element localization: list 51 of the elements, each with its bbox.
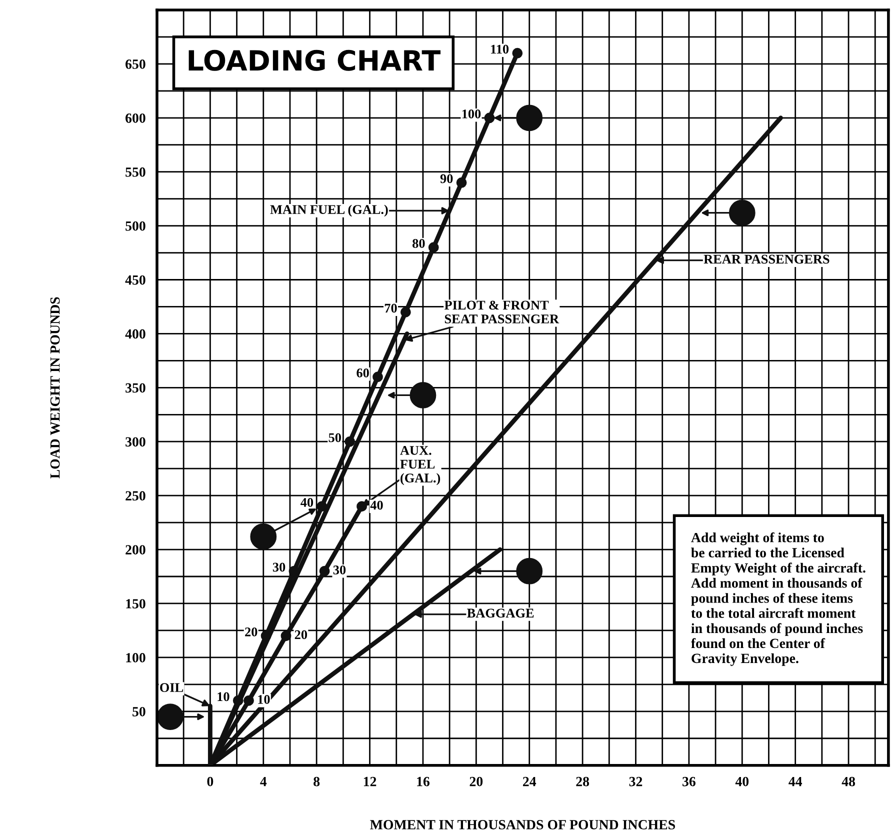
annotation: 80 — [412, 239, 425, 248]
x-tick-label: 48 — [842, 776, 856, 786]
x-tick-label: 44 — [788, 776, 802, 786]
annotation: 70 — [384, 304, 397, 313]
annotation: PILOT & FRONT SEAT PASSENGER — [444, 300, 560, 324]
y-tick-label: 550 — [126, 167, 146, 177]
annotation: BAGGAGE — [467, 608, 534, 618]
annotation: 20 — [294, 630, 308, 640]
annotation: 10 — [218, 692, 230, 702]
x-tick-label: 16 — [417, 776, 430, 786]
annotation: 40 — [300, 498, 314, 507]
x-tick-label: 40 — [735, 776, 749, 786]
annotation: 110 — [491, 44, 509, 54]
annotation: 10 — [258, 695, 270, 704]
y-tick-label: 500 — [126, 221, 146, 231]
x-axis-title: MOMENT IN THOUSANDS OF POUND INCHES — [370, 820, 675, 830]
x-tick-label: 8 — [314, 776, 320, 786]
annotation: MAIN FUEL (GAL.) — [270, 204, 388, 217]
y-tick-label: 200 — [126, 545, 146, 554]
y-tick-label: 400 — [125, 329, 146, 339]
annotation: AUX. FUEL (GAL.) — [400, 446, 440, 486]
text: LOADING CHART — [188, 50, 441, 71]
y-tick-label: 300 — [126, 437, 146, 447]
annotation: 50 — [328, 433, 341, 442]
x-tick-label: 28 — [576, 776, 590, 786]
x-tick-label: 12 — [364, 776, 376, 786]
x-tick-label: 36 — [682, 776, 696, 786]
text: Add weight of items to be carried to the Licensed Empty Weight of the aircraft. Add moment in thousands of pound inches of these items to the total aircraft moment in thousands of pound inches found on the Center of Gravity Envelope. — [691, 532, 866, 666]
annotation: 40 — [370, 500, 383, 510]
y-tick-label: 650 — [126, 60, 146, 69]
annotation: 30 — [272, 562, 286, 572]
annotation: 60 — [356, 368, 369, 378]
annotation: 20 — [245, 627, 258, 636]
x-tick-label: 4 — [260, 776, 267, 786]
x-tick-label: 32 — [629, 776, 642, 786]
annotation: 90 — [440, 174, 453, 184]
y-tick-label: 250 — [126, 491, 146, 501]
annotation: REAR PASSENGERS — [704, 254, 830, 264]
annotation: 100 — [462, 110, 481, 118]
y-axis-title: LOAD WEIGHT IN POUNDS — [50, 297, 60, 478]
annotation: 30 — [333, 566, 346, 574]
y-tick-label: 350 — [126, 383, 146, 393]
y-tick-label: 150 — [126, 599, 146, 608]
y-tick-label: 50 — [132, 706, 146, 716]
x-tick-label: 20 — [470, 776, 483, 786]
y-tick-label: 450 — [125, 275, 146, 285]
x-tick-label: 0 — [207, 776, 214, 786]
y-tick-label: 600 — [126, 113, 146, 123]
annotation: OIL — [160, 683, 184, 692]
x-tick-label: 24 — [523, 776, 536, 786]
y-tick-label: 100 — [126, 653, 146, 662]
